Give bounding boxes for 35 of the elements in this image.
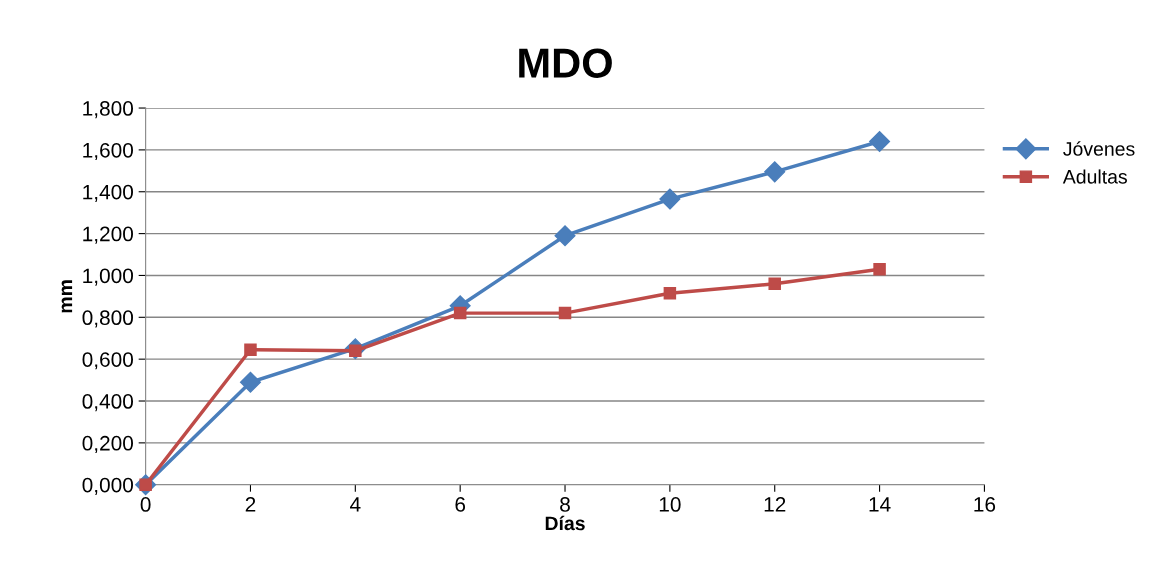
y-axis-title: mm (61, 280, 73, 313)
point (554, 225, 576, 247)
point (873, 262, 886, 276)
y-tick-label: 1,400 (83, 184, 134, 202)
point (768, 277, 781, 291)
legend-label: Adultas (1062, 169, 1127, 184)
x-tick-label: 12 (764, 497, 786, 512)
y-tick-label: 1,800 (83, 101, 134, 119)
point (764, 161, 786, 183)
x-tick-label: 6 (455, 497, 466, 512)
x-tick-label: 2 (245, 497, 256, 512)
point (558, 306, 572, 320)
x-tick-label: 4 (350, 497, 361, 512)
y-tick-label: 0,800 (82, 310, 134, 328)
x-tick-label: 16 (974, 497, 996, 512)
x-tick-label: 8 (560, 497, 570, 512)
point (663, 286, 677, 300)
y-tick-label: 1,200 (83, 226, 134, 244)
point (659, 188, 681, 210)
point (453, 306, 467, 320)
point (869, 131, 891, 153)
y-tick-label: 1,000 (83, 268, 134, 286)
x-tick-label: 10 (659, 497, 681, 512)
y-tick-label: 1,600 (83, 142, 134, 161)
chart-title: MDO (519, 48, 612, 78)
point (239, 371, 261, 393)
x-tick-label: 0 (140, 497, 151, 512)
y-tick-label: 0,400 (82, 394, 134, 412)
point (244, 343, 257, 356)
y-tick-label: 0,200 (82, 435, 134, 454)
x-tick-label: 14 (869, 497, 891, 512)
y-tick-label: 0,600 (82, 352, 134, 370)
legend-label: Jóvenes (1063, 141, 1135, 156)
y-tick-label: 0,000 (82, 477, 134, 495)
x-axis-title: Días (545, 515, 585, 531)
